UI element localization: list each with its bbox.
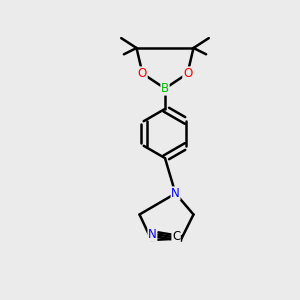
Text: B: B: [161, 82, 169, 95]
Text: O: O: [138, 67, 147, 80]
Text: N: N: [148, 228, 157, 241]
Text: N: N: [171, 187, 180, 200]
Text: O: O: [183, 67, 192, 80]
Text: C: C: [172, 230, 180, 244]
